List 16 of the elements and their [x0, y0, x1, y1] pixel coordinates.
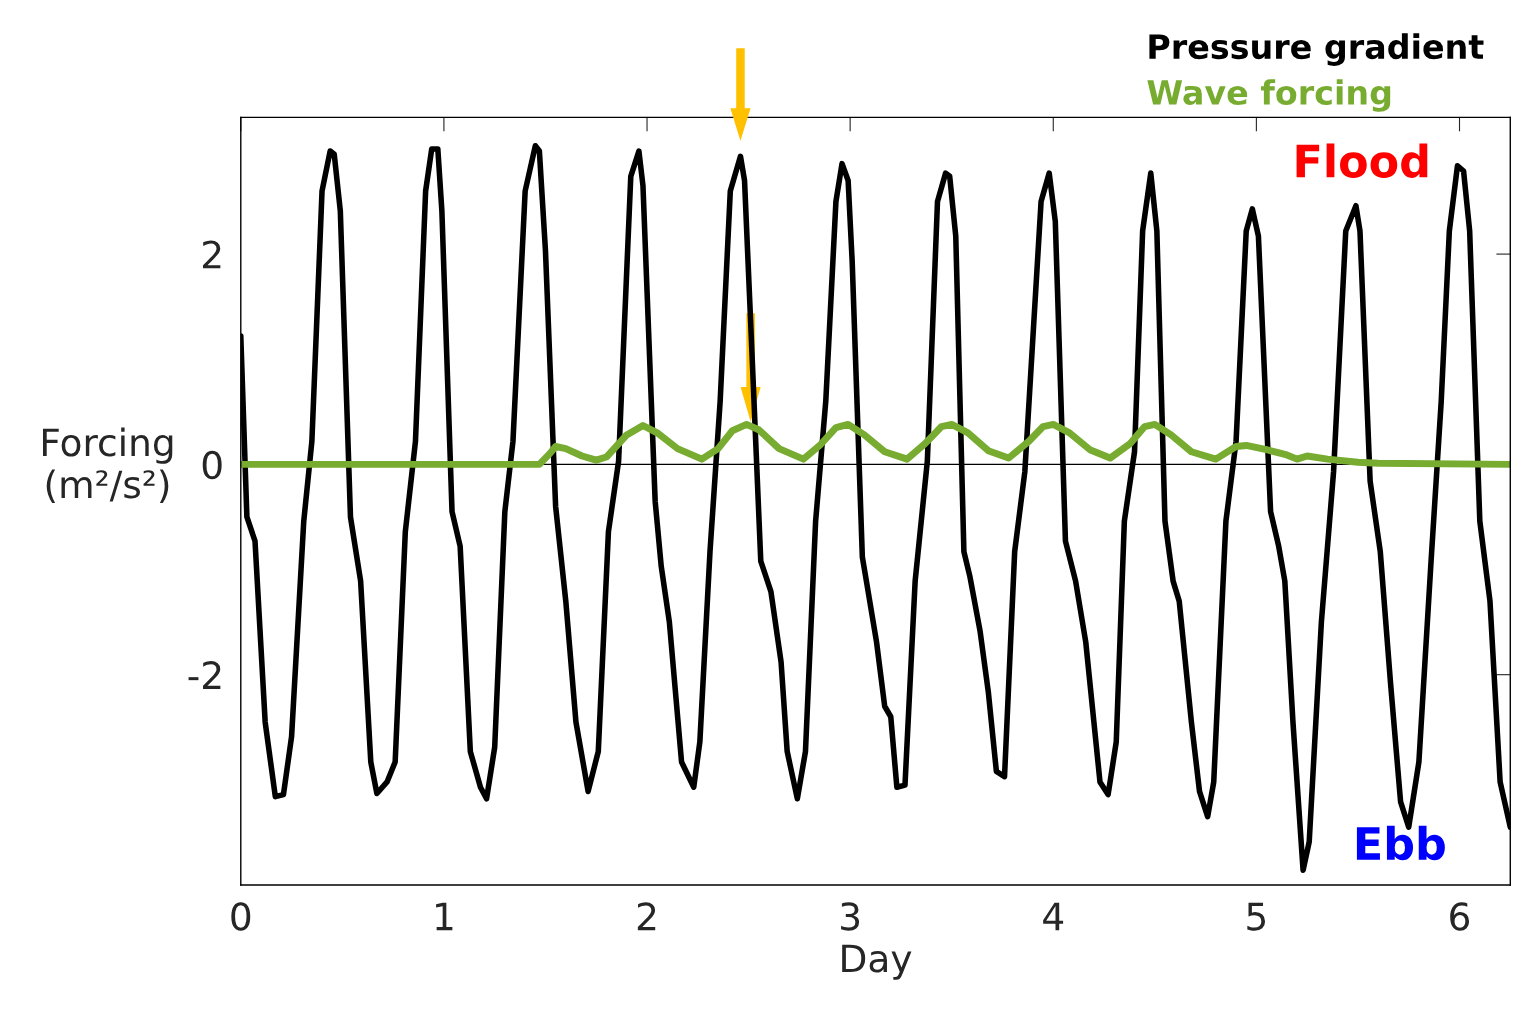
- text: Wave forcing: [1147, 79, 1391, 112]
- x-axis-title: Day: [842, 944, 912, 980]
- y-tick-label: -2: [188, 661, 221, 689]
- annotation: Flood: [1296, 143, 1428, 178]
- y-axis-title: Forcing (m²/s²): [43, 427, 173, 503]
- y-tick-label: 0: [202, 450, 222, 480]
- x-tick-label: 2: [637, 902, 656, 931]
- x-tick-label: 1: [436, 902, 453, 931]
- x-tick-label: 5: [1247, 902, 1266, 931]
- text: Pressure gradient: [1149, 33, 1484, 66]
- x-tick-label: 3: [841, 902, 860, 931]
- x-tick-label: 0: [231, 902, 251, 931]
- x-tick-label: 4: [1043, 902, 1064, 931]
- annotation: Ebb: [1356, 825, 1445, 861]
- x-tick-label: 6: [1450, 902, 1470, 931]
- y-tick-label: 2: [203, 240, 221, 269]
